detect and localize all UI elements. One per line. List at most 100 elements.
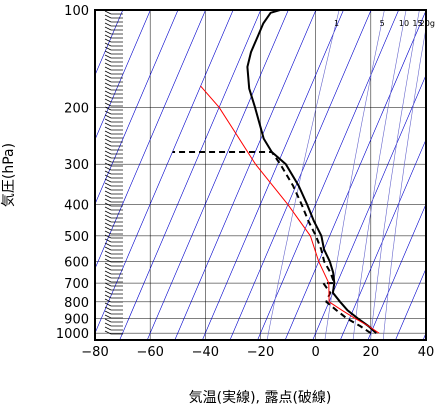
x-tick-labels: −80 −60 −40 −20 0 20 40 bbox=[81, 345, 434, 360]
temperature-line bbox=[246, 10, 377, 334]
isotherm-line bbox=[146, 10, 289, 340]
x-tick-label: −80 bbox=[81, 345, 108, 360]
y-tick-label: 900 bbox=[64, 312, 89, 327]
wind-barb bbox=[104, 18, 112, 23]
wind-barb bbox=[104, 326, 112, 331]
wind-barb bbox=[104, 174, 112, 179]
wind-barb bbox=[104, 38, 112, 43]
isotherm-line bbox=[257, 10, 399, 340]
isotherm-line bbox=[367, 203, 426, 340]
wind-barb bbox=[104, 306, 112, 311]
wind-barb bbox=[104, 114, 112, 119]
plot-frame bbox=[94, 9, 427, 341]
y-tick-label: 700 bbox=[64, 277, 89, 292]
wind-barb bbox=[104, 258, 112, 263]
mixing-ratio-line bbox=[382, 26, 426, 340]
wind-barb bbox=[104, 190, 112, 195]
wind-barb bbox=[104, 234, 112, 239]
series-lines bbox=[172, 10, 380, 335]
wind-barb bbox=[104, 194, 112, 199]
isotherm-line bbox=[395, 267, 426, 340]
y-tick-label: 400 bbox=[64, 199, 89, 214]
mixing-ratio-label: 5 bbox=[380, 19, 385, 28]
wind-barb bbox=[104, 270, 112, 275]
wind-barb bbox=[104, 170, 112, 175]
wind-barb bbox=[104, 298, 112, 303]
wind-barbs bbox=[104, 10, 123, 335]
mixing-ratio-label: 1 bbox=[334, 19, 339, 28]
wind-barb bbox=[104, 54, 112, 59]
wind-barb bbox=[104, 222, 112, 227]
wind-barb bbox=[104, 34, 112, 39]
wind-barb bbox=[104, 302, 112, 307]
wind-barb bbox=[104, 62, 112, 67]
mixing-ratio-line bbox=[370, 10, 420, 340]
wind-barb bbox=[104, 150, 112, 155]
wind-barb bbox=[104, 274, 112, 279]
wind-barb bbox=[104, 130, 112, 135]
wind-barb bbox=[104, 154, 112, 159]
x-tick-label: 0 bbox=[312, 345, 320, 360]
wind-barb bbox=[104, 178, 112, 183]
wind-barb bbox=[104, 158, 112, 163]
wind-barb bbox=[104, 26, 112, 31]
wind-barb bbox=[104, 66, 112, 71]
wind-barb bbox=[104, 238, 112, 243]
isotherm-line bbox=[312, 74, 426, 340]
x-tick-label: −40 bbox=[192, 345, 219, 360]
wind-barb bbox=[104, 46, 112, 51]
y-tick-label: 300 bbox=[64, 158, 89, 173]
wind-barb bbox=[104, 218, 112, 223]
isotherm-line bbox=[229, 10, 372, 340]
wind-barb bbox=[104, 198, 112, 203]
wind-barb bbox=[104, 82, 112, 87]
wind-barb bbox=[104, 42, 112, 47]
wind-barb bbox=[104, 50, 112, 55]
x-tick-label: 20 bbox=[363, 345, 380, 360]
isotherm-line bbox=[95, 10, 206, 270]
wind-barb bbox=[104, 78, 112, 83]
wind-barb bbox=[104, 58, 112, 63]
wind-barb bbox=[104, 14, 112, 19]
wind-barb bbox=[104, 86, 112, 91]
wind-barb bbox=[104, 202, 112, 207]
wind-barb bbox=[104, 134, 112, 139]
wind-barb bbox=[104, 294, 112, 299]
y-tick-label: 200 bbox=[64, 101, 89, 116]
isotherm-line bbox=[95, 10, 151, 141]
wind-barb bbox=[104, 314, 112, 319]
y-tick-label: 100 bbox=[64, 4, 89, 19]
wind-barb bbox=[104, 330, 112, 335]
wind-barb bbox=[104, 110, 112, 115]
wind-barb bbox=[104, 214, 112, 219]
mixing-ratio-label: 10 bbox=[399, 19, 409, 28]
wind-barb bbox=[104, 242, 112, 247]
mixing-ratio-line bbox=[324, 10, 385, 340]
isotherm-line bbox=[202, 10, 344, 340]
isotherm-lines bbox=[95, 10, 426, 340]
wind-barb bbox=[104, 74, 112, 79]
wind-barb bbox=[104, 186, 112, 191]
mixing-ratio-line bbox=[266, 10, 340, 340]
mixing-ratio-lines bbox=[266, 10, 426, 340]
x-tick-label: 40 bbox=[418, 345, 435, 360]
wind-barb bbox=[104, 254, 112, 259]
wind-barb bbox=[104, 266, 112, 271]
wind-barb bbox=[104, 206, 112, 211]
wind-barb bbox=[104, 94, 112, 99]
wind-barb bbox=[104, 226, 112, 231]
reference-curve-line bbox=[200, 85, 380, 334]
wind-barb bbox=[104, 290, 112, 295]
wind-barb bbox=[104, 70, 112, 75]
mixing-ratio-label: 20g bbox=[420, 19, 435, 28]
wind-barb bbox=[104, 118, 112, 123]
isotherm-line bbox=[174, 10, 317, 340]
y-tick-label: 800 bbox=[64, 296, 89, 311]
y-axis-label: 気圧(hPa) bbox=[1, 143, 17, 207]
wind-barb bbox=[104, 162, 112, 167]
wind-barb bbox=[104, 262, 112, 267]
wind-barb bbox=[104, 138, 112, 143]
isotherm-line bbox=[284, 10, 426, 340]
